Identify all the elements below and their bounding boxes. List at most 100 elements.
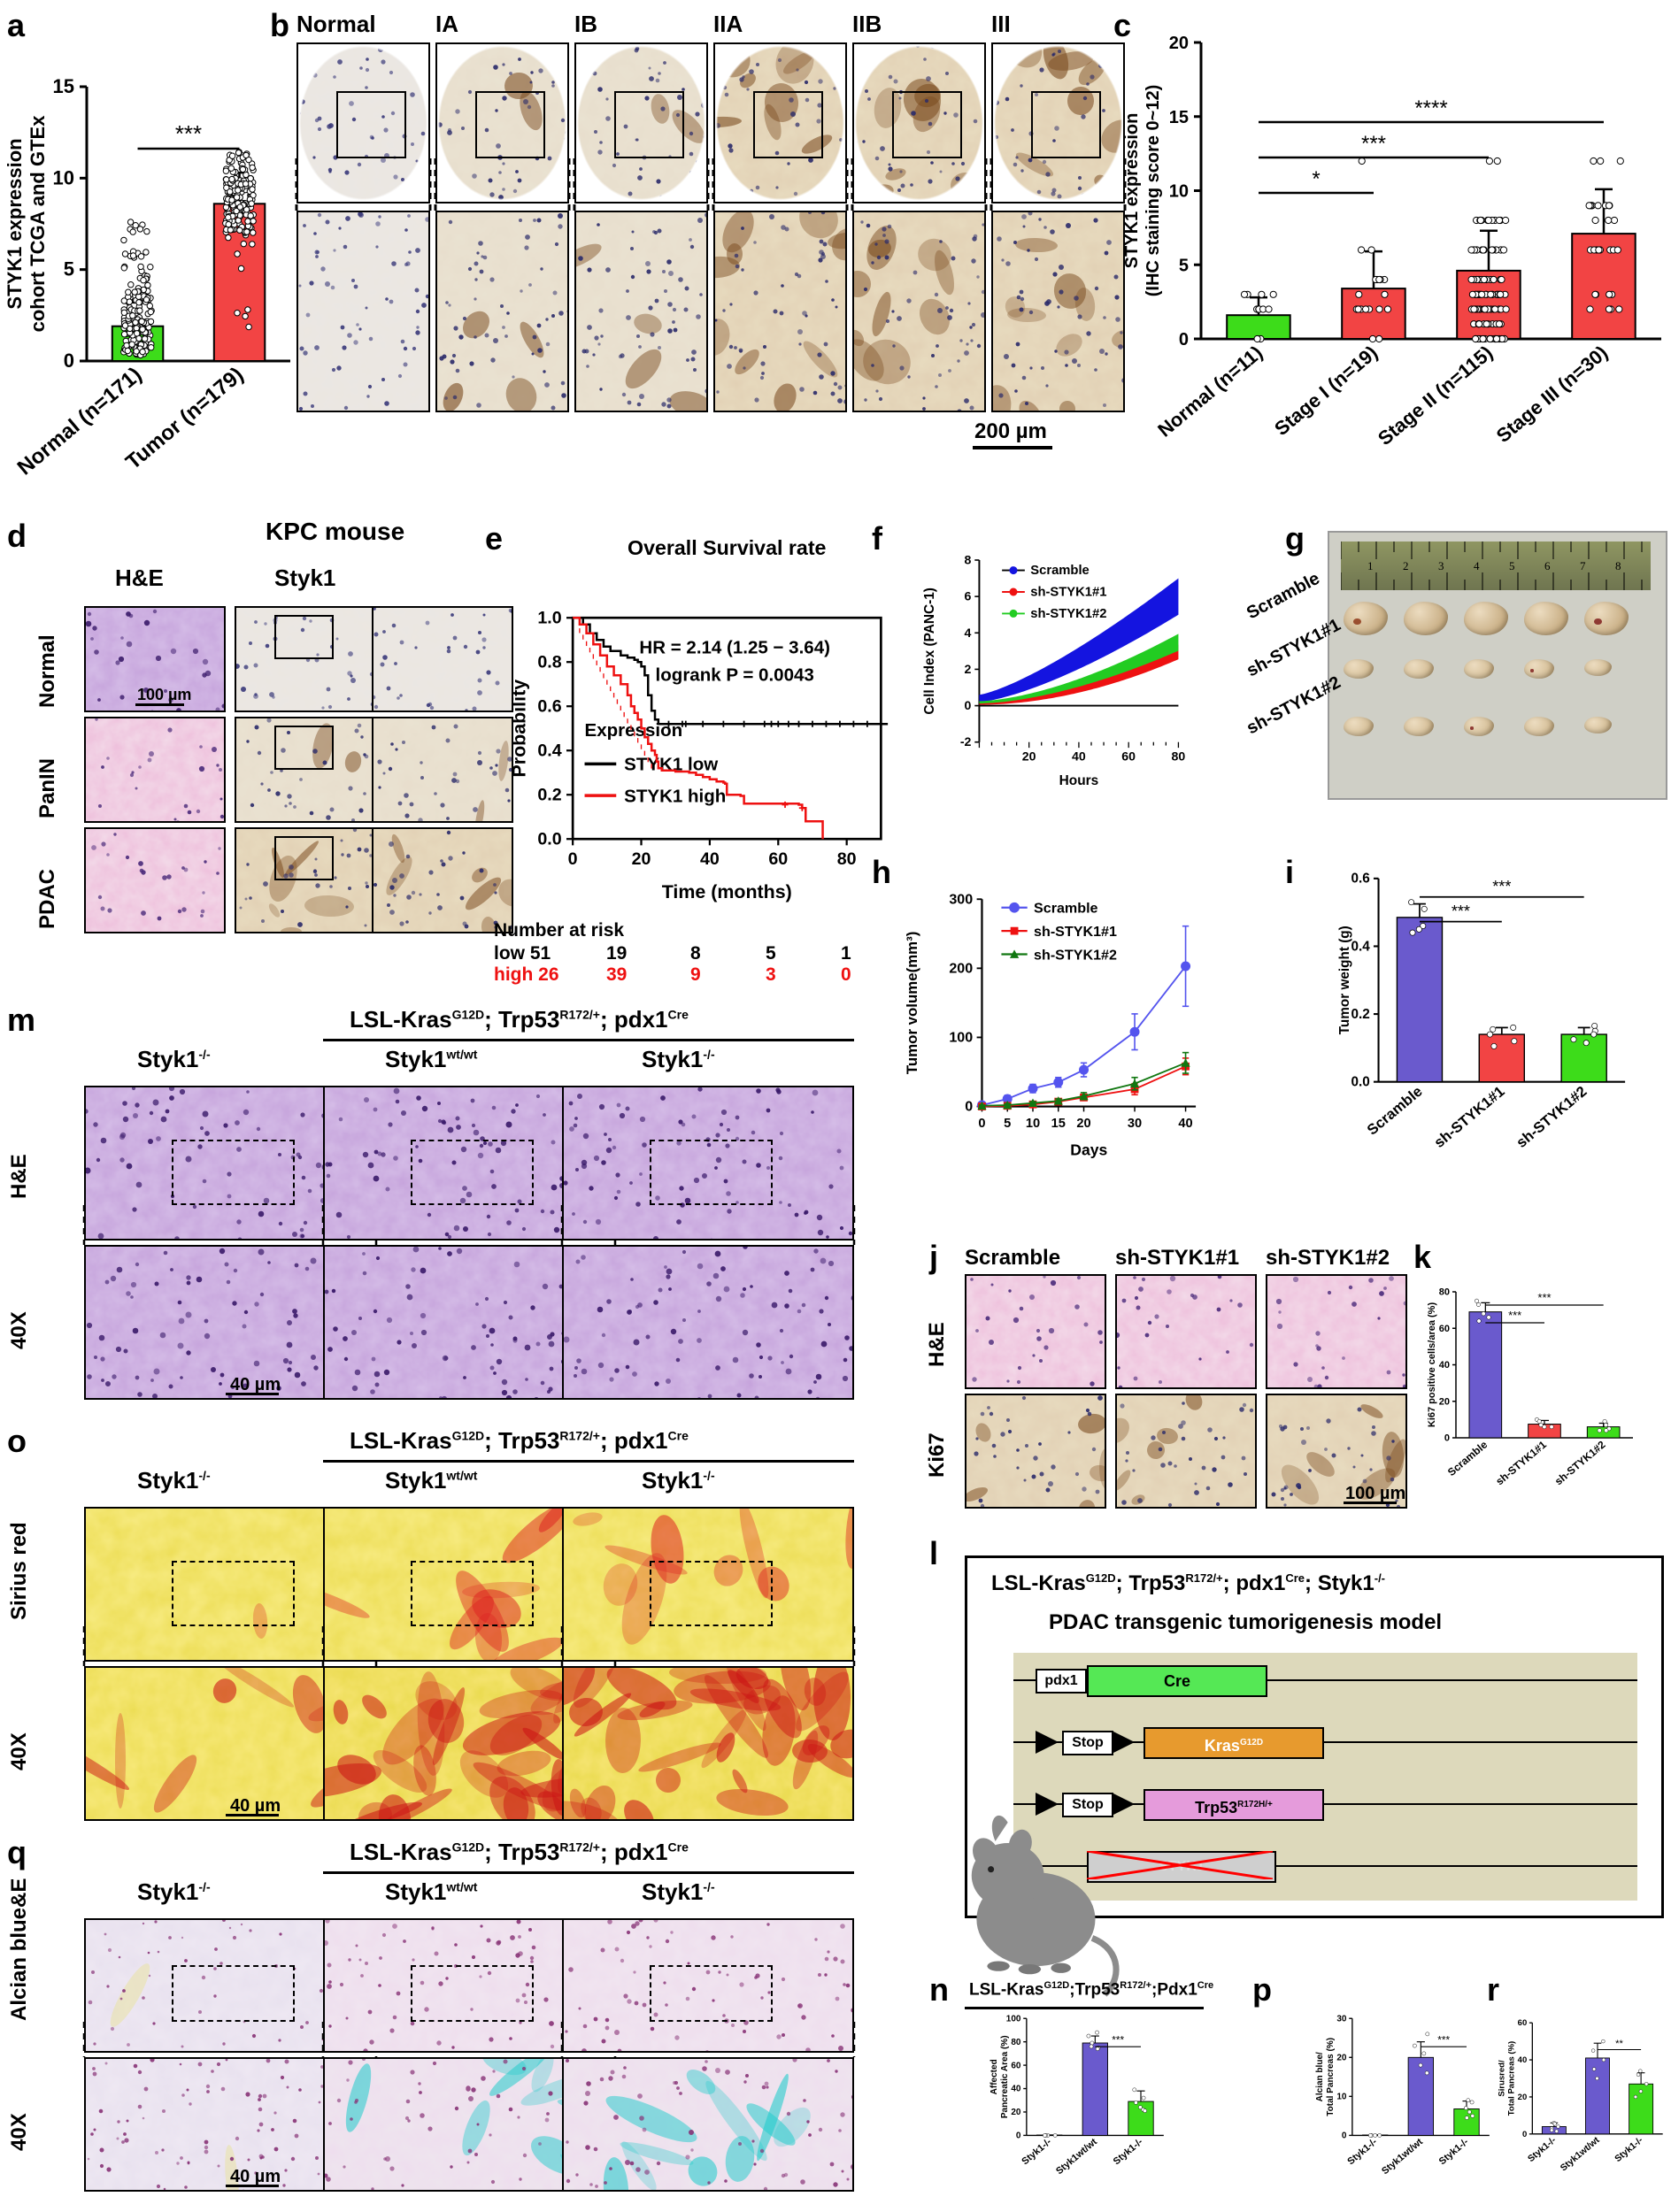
svg-text:10: 10	[53, 166, 74, 188]
svg-text:Styk1wt/wt: Styk1wt/wt	[1380, 2136, 1425, 2177]
svg-text:7: 7	[1580, 559, 1586, 572]
svg-text:0.2: 0.2	[537, 785, 561, 804]
svg-text:logrank P = 0.0043: logrank P = 0.0043	[656, 665, 814, 686]
svg-text:sh-STYK1#2: sh-STYK1#2	[1513, 1083, 1590, 1151]
svg-text:0: 0	[1342, 2131, 1347, 2141]
svg-text:Overall Survival rate: Overall Survival rate	[628, 536, 827, 559]
svg-text:0.2: 0.2	[1351, 1007, 1369, 1022]
svg-text:Ki67 positive cells/area (%): Ki67 positive cells/area (%)	[1427, 1302, 1437, 1428]
svg-text:8: 8	[1615, 559, 1621, 572]
svg-text:Scramble: Scramble	[1030, 564, 1089, 578]
svg-text:***: ***	[1492, 878, 1511, 895]
svg-text:sh-STYK1#2: sh-STYK1#2	[1034, 947, 1117, 963]
svg-text:****: ****	[1414, 96, 1447, 120]
svg-text:2: 2	[1403, 559, 1409, 572]
svg-text:100: 100	[949, 1030, 973, 1046]
svg-text:6: 6	[965, 589, 972, 603]
svg-text:15: 15	[1169, 108, 1189, 127]
svg-text:Cell Index (PANC-1): Cell Index (PANC-1)	[922, 588, 937, 715]
svg-text:sh-STYK1#1: sh-STYK1#1	[1034, 924, 1117, 940]
svg-text:60: 60	[768, 849, 788, 869]
svg-text:2: 2	[965, 662, 972, 676]
svg-text:40: 40	[1439, 1360, 1450, 1371]
svg-text:0: 0	[978, 1117, 985, 1131]
svg-text:20: 20	[1076, 1117, 1090, 1131]
svg-text:15: 15	[1051, 1117, 1066, 1131]
svg-text:Alcian blue/: Alcian blue/	[1315, 2052, 1325, 2101]
svg-text:***: ***	[1437, 2033, 1450, 2046]
svg-text:Total Pancreas (%): Total Pancreas (%)	[1507, 2041, 1517, 2116]
svg-text:sh-STYK1#1: sh-STYK1#1	[1431, 1083, 1508, 1151]
svg-text:0.4: 0.4	[537, 741, 561, 760]
svg-text:0: 0	[965, 698, 972, 712]
svg-text:20: 20	[1169, 34, 1189, 53]
svg-text:(IHC staining score 0~12): (IHC staining score 0~12)	[1144, 85, 1163, 297]
svg-text:8: 8	[965, 553, 972, 567]
svg-text:80: 80	[1439, 1287, 1450, 1298]
svg-text:20: 20	[1439, 1396, 1450, 1407]
svg-text:***: ***	[175, 120, 202, 147]
svg-text:300: 300	[949, 891, 973, 907]
svg-text:0: 0	[64, 349, 74, 372]
svg-text:60: 60	[1518, 2018, 1528, 2028]
svg-text:Scramble: Scramble	[1364, 1083, 1426, 1139]
svg-text:sh-STYK1#1: sh-STYK1#1	[1030, 586, 1106, 600]
svg-text:Stage II (n=115): Stage II (n=115)	[1374, 342, 1497, 450]
svg-text:0: 0	[1179, 330, 1189, 349]
svg-text:***: ***	[1508, 1309, 1521, 1322]
svg-text:Styk1-/-: Styk1-/-	[1112, 2136, 1145, 2167]
svg-text:***: ***	[1537, 1291, 1551, 1304]
svg-text:Sirusred/: Sirusred/	[1497, 2060, 1506, 2097]
svg-text:20: 20	[1518, 2093, 1528, 2102]
svg-text:0.4: 0.4	[1351, 939, 1370, 954]
svg-text:0: 0	[965, 1099, 973, 1115]
svg-text:100: 100	[1006, 2014, 1021, 2024]
svg-text:0: 0	[1016, 2131, 1021, 2141]
svg-text:20: 20	[1022, 749, 1036, 763]
svg-text:Stage I (n=19): Stage I (n=19)	[1270, 342, 1382, 440]
svg-text:10: 10	[1026, 1117, 1040, 1131]
svg-text:sh-STYK1#1: sh-STYK1#1	[1493, 1438, 1549, 1487]
svg-text:Scramble: Scramble	[1034, 901, 1098, 917]
svg-text:Normal (n=11): Normal (n=11)	[1153, 342, 1267, 442]
svg-text:40: 40	[1072, 749, 1086, 763]
svg-text:60: 60	[1439, 1324, 1450, 1334]
svg-text:10: 10	[1169, 182, 1189, 202]
svg-text:Hours: Hours	[1059, 773, 1099, 788]
svg-text:60: 60	[1121, 749, 1136, 763]
svg-text:***: ***	[1452, 902, 1470, 920]
svg-text:Total Pancreas (%): Total Pancreas (%)	[1326, 2038, 1336, 2116]
svg-text:Pancreatic Area (%): Pancreatic Area (%)	[1000, 2035, 1010, 2118]
svg-text:STYK1 expression: STYK1 expression	[1122, 113, 1142, 269]
svg-text:30: 30	[1128, 1117, 1142, 1131]
svg-text:40: 40	[1518, 2055, 1528, 2065]
svg-text:80: 80	[1172, 749, 1186, 763]
svg-text:Stage III (n=30): Stage III (n=30)	[1492, 342, 1612, 447]
svg-text:20: 20	[1011, 2108, 1021, 2117]
svg-text:Styk1wt/wt: Styk1wt/wt	[1559, 2135, 1602, 2173]
svg-text:5: 5	[1509, 559, 1515, 572]
svg-text:1.0: 1.0	[537, 608, 561, 627]
svg-text:3: 3	[1438, 559, 1444, 572]
svg-text:Styk1-/-: Styk1-/-	[1345, 2136, 1379, 2167]
svg-text:Styk1-/-: Styk1-/-	[1020, 2136, 1053, 2167]
svg-text:0.0: 0.0	[537, 829, 561, 849]
svg-text:20: 20	[632, 849, 651, 869]
svg-text:40: 40	[1178, 1117, 1192, 1131]
svg-text:***: ***	[1112, 2033, 1124, 2046]
svg-text:0.0: 0.0	[1351, 1075, 1369, 1090]
svg-text:**: **	[1615, 2039, 1623, 2049]
svg-text:0.6: 0.6	[1351, 872, 1369, 887]
svg-text:200: 200	[949, 960, 973, 976]
svg-text:Probability: Probability	[509, 680, 530, 778]
svg-text:40: 40	[1011, 2085, 1021, 2094]
svg-text:10: 10	[1336, 2093, 1347, 2102]
svg-text:40: 40	[700, 849, 720, 869]
svg-text:HR = 2.14 (1.25 − 3.64): HR = 2.14 (1.25 − 3.64)	[639, 637, 830, 657]
svg-text:60: 60	[1011, 2061, 1021, 2070]
svg-text:5: 5	[1179, 256, 1189, 275]
svg-text:*: *	[1312, 167, 1320, 191]
svg-text:cohort TCGA and GTEx: cohort TCGA and GTEx	[27, 115, 49, 333]
svg-text:0.8: 0.8	[537, 652, 561, 672]
svg-text:0: 0	[1522, 2130, 1527, 2139]
